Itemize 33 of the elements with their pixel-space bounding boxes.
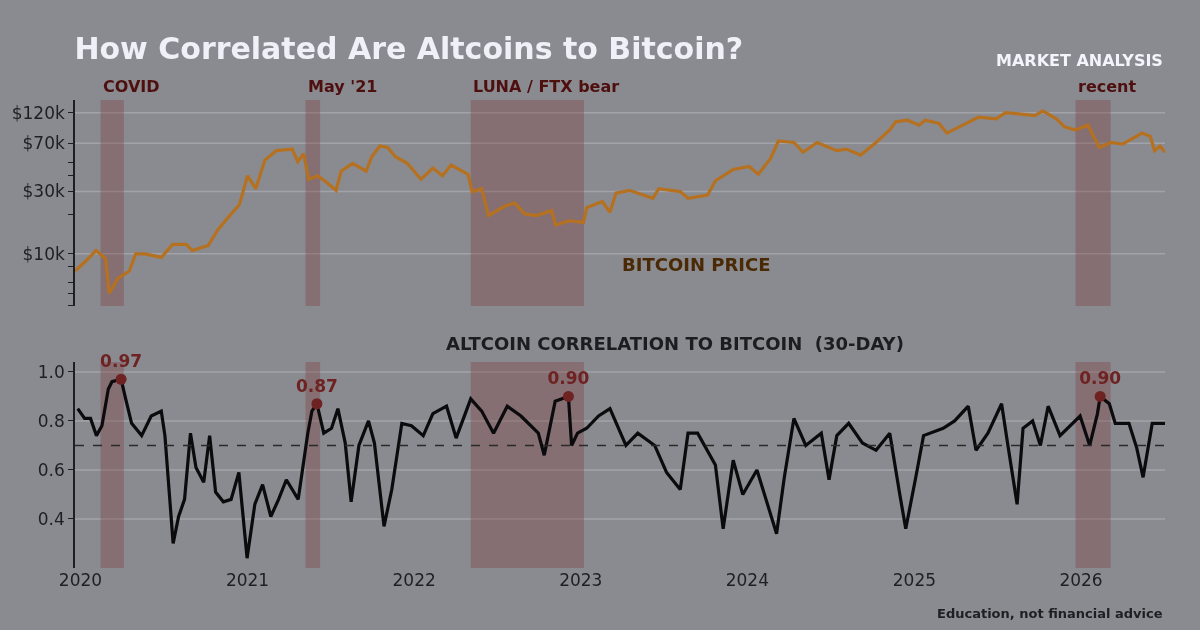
text: BITCOIN PRICE xyxy=(622,254,771,275)
x-tick-label: 2025 xyxy=(892,570,937,590)
point xyxy=(311,398,323,410)
y-tick-label: $30k xyxy=(22,181,65,202)
x-tick-label: 2020 xyxy=(58,570,103,590)
band-label: COVID xyxy=(103,77,160,96)
line-series xyxy=(75,109,1165,295)
chart-title: ALTCOIN CORRELATION TO BITCOIN (30-DAY) xyxy=(446,333,904,354)
data-label: 0.90 xyxy=(1079,368,1122,389)
y-tick-label: 0.6 xyxy=(37,459,65,480)
y-tick-label: 1.0 xyxy=(37,361,65,382)
point xyxy=(562,390,574,402)
data-label: 0.90 xyxy=(547,368,590,389)
band-label: recent xyxy=(1078,77,1137,96)
y-tick-label: $10k xyxy=(22,243,65,264)
x-tick-label: 2021 xyxy=(225,570,270,590)
data-label: 0.97 xyxy=(100,351,143,372)
point xyxy=(115,373,127,385)
y-tick-label: $120k xyxy=(11,102,65,123)
x-tick-label: 2022 xyxy=(392,570,436,590)
band-label: May '21 xyxy=(308,77,378,96)
x-tick-label: 2024 xyxy=(725,570,769,590)
x-tick-label: 2023 xyxy=(559,570,603,590)
band-label: LUNA / FTX bear xyxy=(473,77,620,96)
y-tick-label: 0.8 xyxy=(37,410,65,431)
x-tick-label: 2026 xyxy=(1059,570,1103,590)
chart-title: How Correlated Are Altcoins to Bitcoin? xyxy=(74,30,744,66)
text: MARKET ANALYSIS xyxy=(996,51,1163,70)
text: Education, not financial advice xyxy=(937,606,1163,621)
data-label: 0.87 xyxy=(295,375,338,396)
point xyxy=(1094,390,1106,402)
y-tick-label: $70k xyxy=(22,133,65,154)
y-tick-label: 0.4 xyxy=(37,508,65,529)
